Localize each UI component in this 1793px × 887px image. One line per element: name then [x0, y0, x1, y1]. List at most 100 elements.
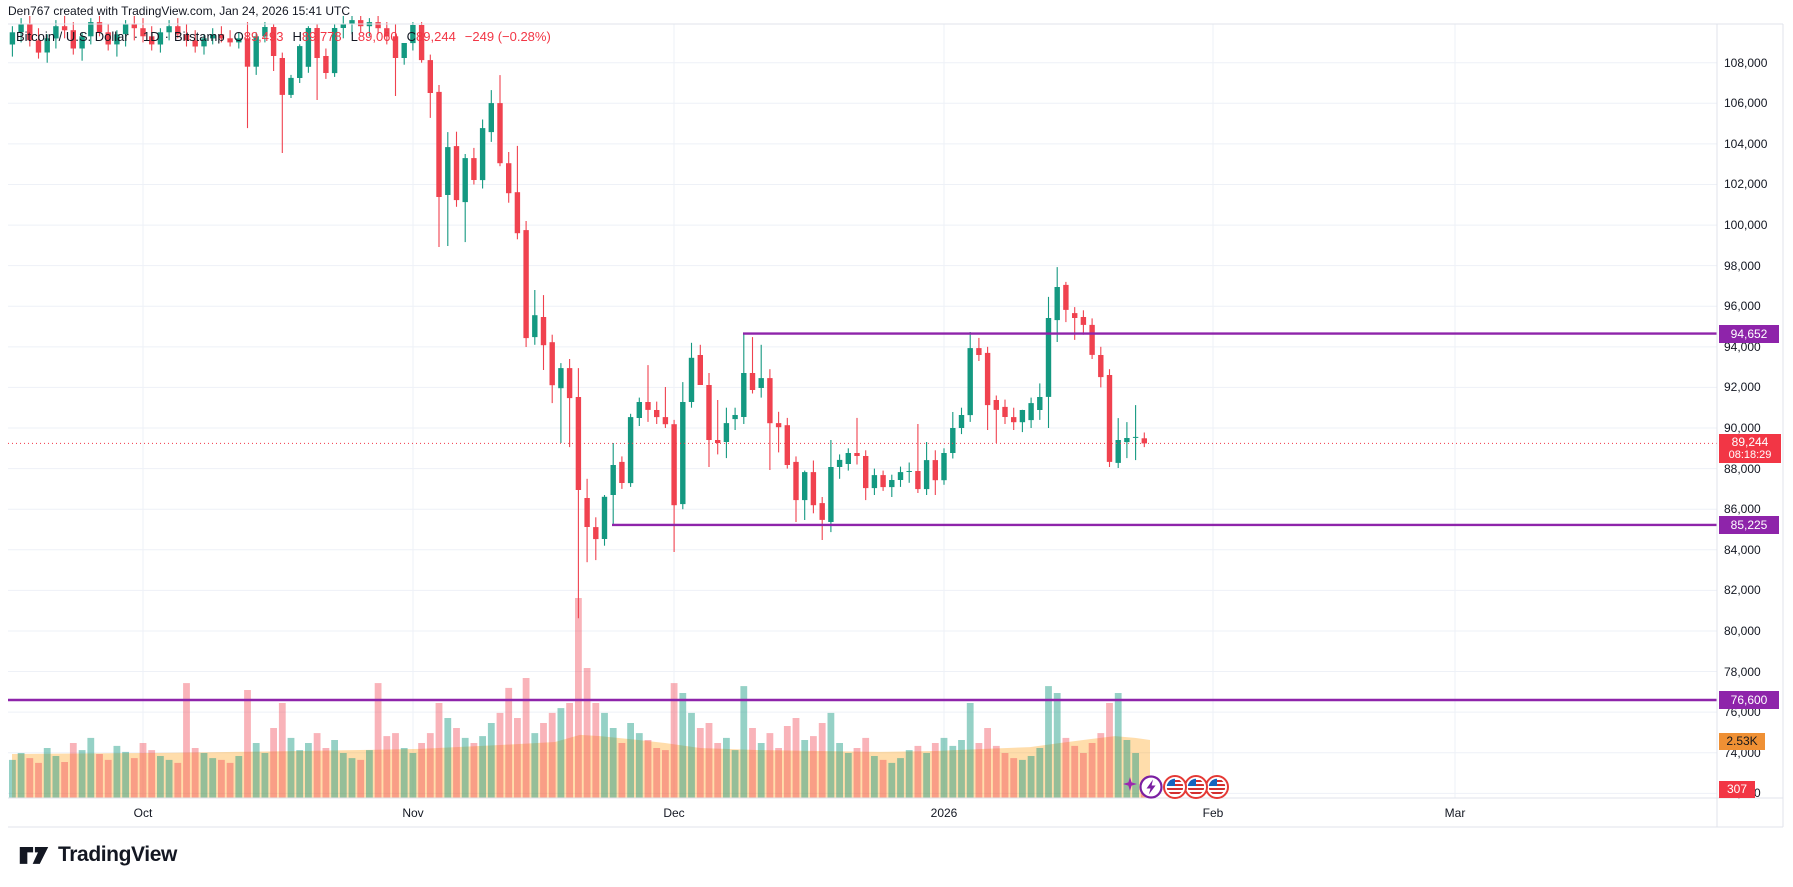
volume-bar	[531, 733, 539, 798]
candle-body	[384, 28, 390, 37]
volume-bar	[426, 733, 434, 798]
volume-bar	[714, 743, 722, 798]
volume-bar	[688, 712, 695, 798]
volume-bar	[278, 703, 286, 798]
volume-bar	[366, 750, 373, 798]
candle-body	[105, 32, 111, 45]
volume-bar	[783, 726, 791, 798]
candle-body	[680, 402, 686, 505]
volume-bar	[270, 728, 277, 798]
volume-bar	[766, 733, 774, 798]
candle-body	[636, 402, 642, 418]
candle-body	[880, 475, 886, 488]
candle-body	[645, 402, 651, 410]
chart-credit-text: Den767 created with TradingView.com, Jan…	[8, 4, 350, 18]
volume-bar	[923, 753, 930, 798]
volume-bar	[836, 743, 843, 798]
candle-body	[941, 453, 947, 481]
volume-bar	[252, 743, 260, 798]
candle-body	[18, 24, 24, 33]
candle-body	[244, 38, 251, 67]
volume-ma-area	[12, 734, 1150, 798]
lightning-badge-icon[interactable]	[1139, 775, 1163, 799]
candle-body	[445, 147, 451, 195]
timeline-event-icons[interactable]	[1122, 772, 1234, 802]
candle-body	[1089, 324, 1095, 355]
candle-body	[871, 475, 878, 489]
volume-bar	[731, 750, 739, 798]
candle-body	[462, 158, 468, 203]
volume-bar	[209, 758, 217, 798]
last-volume-badge: 307	[1719, 781, 1755, 798]
volume-bar	[113, 745, 121, 798]
candle-body	[976, 348, 982, 355]
candle-body	[122, 24, 129, 35]
volume-bar	[670, 683, 678, 798]
candle-body	[288, 77, 294, 95]
candle-body	[279, 58, 285, 95]
candle-body	[1080, 317, 1087, 325]
volume-bar	[9, 759, 16, 798]
candle-body	[741, 373, 747, 417]
candle-body	[932, 460, 938, 481]
candle-body	[218, 34, 225, 39]
volume-bar	[1071, 745, 1079, 798]
candle-body	[706, 385, 712, 440]
volume-bar	[244, 690, 251, 798]
candle-body	[601, 496, 608, 539]
volume-bar	[322, 748, 330, 798]
interval-label[interactable]: 1D	[143, 29, 160, 44]
candle-body	[70, 30, 76, 49]
sparkle-icon	[1123, 777, 1137, 791]
volume-bar	[418, 743, 425, 798]
tradingview-logo[interactable]: TradingView	[18, 840, 177, 870]
candle-body	[436, 91, 442, 197]
volume-bar	[810, 736, 817, 798]
candle-body	[775, 423, 782, 428]
candle-body	[131, 24, 137, 29]
volume-bar	[931, 743, 939, 798]
candle-body	[35, 40, 42, 53]
volume-bar	[940, 737, 948, 798]
candle-body	[1011, 417, 1017, 423]
volume-bar	[122, 751, 129, 798]
volume-ma-badge: 2.53K	[1719, 733, 1765, 750]
volume-bar	[305, 743, 312, 798]
candle-body	[654, 410, 660, 418]
volume-bar	[435, 703, 443, 798]
tradingview-logo-text: TradingView	[58, 843, 177, 866]
volume-bar	[627, 723, 634, 798]
candle-body	[828, 467, 834, 522]
volume-bar	[1114, 693, 1122, 798]
volume-bar	[592, 703, 600, 798]
us-flag-badge-icon[interactable]	[1205, 775, 1229, 799]
volume-bar	[958, 740, 965, 798]
volume-bar	[679, 693, 687, 798]
volume-bar	[17, 753, 25, 798]
volume-bar	[479, 736, 486, 798]
volume-bar	[174, 762, 182, 798]
candle-body	[227, 38, 233, 43]
candle-body	[479, 128, 486, 181]
resistance-price-label: 94,652	[1719, 325, 1779, 343]
candle-body	[236, 38, 242, 43]
volume-bar	[148, 750, 156, 798]
us-flag-badge-icon[interactable]	[1184, 775, 1208, 799]
candle-body	[758, 378, 764, 388]
candle-body	[1072, 313, 1078, 318]
volume-bar	[548, 712, 556, 798]
volume-bar	[566, 703, 573, 798]
candle-body	[767, 378, 773, 424]
volume-bar	[644, 740, 652, 798]
volume-bar	[496, 712, 504, 798]
symbol-title[interactable]: Bitcoin / U.S. Dollar	[16, 29, 129, 44]
candle-body	[688, 357, 695, 402]
candle-body	[192, 40, 198, 47]
low-label: L	[350, 29, 358, 44]
candle-body	[1063, 284, 1069, 310]
candle-body	[863, 456, 869, 489]
us-flag-badge-icon[interactable]	[1163, 775, 1187, 799]
volume-bar	[601, 712, 608, 798]
volume-bar	[35, 762, 42, 798]
